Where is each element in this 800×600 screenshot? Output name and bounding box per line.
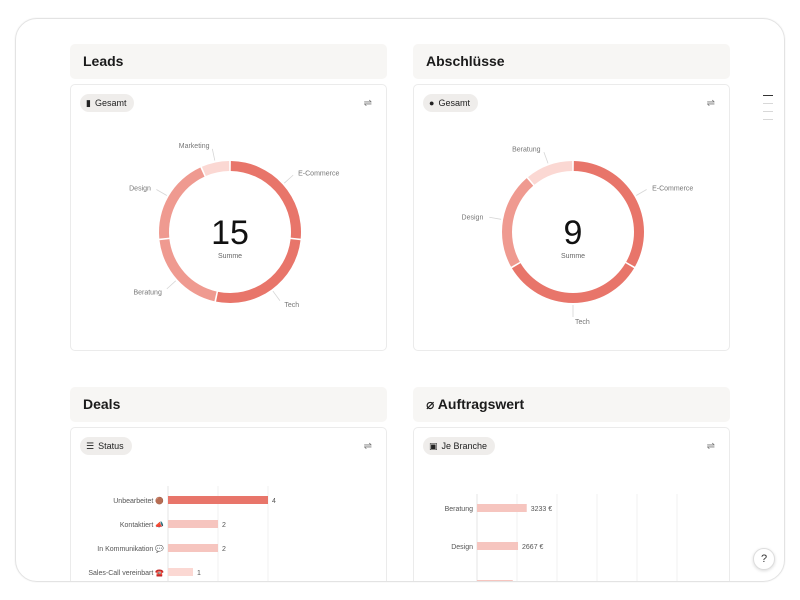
donut-center-label: Summe [218, 253, 242, 260]
leads-filter-pill[interactable]: ▮ Gesamt [80, 94, 135, 112]
donut-label-tech: Tech [575, 319, 590, 326]
help-button[interactable]: ? [753, 548, 775, 570]
user-icon: ● [429, 98, 435, 108]
bar-beratung[interactable] [477, 504, 527, 512]
donut-label-tech: Tech [284, 302, 299, 309]
donut-leader-beratung [166, 280, 177, 290]
stack-icon: ☰ [86, 441, 95, 451]
donut-leader-design [489, 216, 502, 220]
deals-filter-pill[interactable]: ☰ Status [80, 437, 132, 455]
donut-label-beratung: Beratung [512, 146, 541, 153]
bar-kontaktiert[interactable] [168, 520, 218, 528]
bar-label-kontaktiert: Kontaktiert 📣 [120, 520, 164, 529]
deals-card: ☰ Status ⇌ Unbearbeitet 🟤 4 Kontaktiert 📣 2… [70, 427, 387, 581]
abschluesse-card: ● Gesamt ⇌ E-Commerce Tech Design Beratung 9… [413, 84, 730, 351]
leads-title: Leads [70, 44, 387, 79]
section-scroll-indicator[interactable] [763, 95, 773, 127]
bar-value-design: 2667 € [522, 544, 544, 551]
donut-leader-e-commerce [283, 174, 294, 184]
bar-in-kommunikation[interactable] [168, 544, 218, 552]
auftragswert-title: ⌀ Auftragswert [413, 387, 730, 422]
donut-center-value: 9 [564, 214, 583, 252]
section-indicator-3[interactable] [763, 111, 773, 112]
bar-label-sales-call-vereinbart: Sales-Call vereinbart ☎️ [88, 569, 164, 577]
leads-settings-icon[interactable]: ⇌ [363, 98, 372, 109]
donut-leader-design [156, 189, 167, 196]
bar-value-kontaktiert: 2 [222, 522, 226, 529]
donut-slice-design[interactable] [159, 167, 205, 239]
abschluesse-settings-icon[interactable]: ⇌ [706, 98, 715, 109]
auftragswert-filter-label: Je Branche [441, 441, 488, 451]
deals-filter-label: Status [98, 441, 124, 451]
bar-sales-call-vereinbart[interactable] [168, 568, 193, 576]
bar-value-beratung: 3233 € [531, 506, 553, 513]
leads-filter-label: Gesamt [94, 98, 127, 108]
donut-leader-beratung [543, 151, 549, 164]
bar-label-in-kommunikation: In Kommunikation 💬 [97, 544, 164, 553]
abschluesse-filter-pill[interactable]: ● Gesamt [423, 94, 478, 112]
donut-slice-beratung[interactable] [528, 161, 573, 185]
section-indicator-4[interactable] [763, 119, 773, 120]
auftragswert-settings-icon[interactable]: ⇌ [706, 441, 715, 452]
donut-slice-e-commerce[interactable] [230, 161, 301, 239]
leads-card: ▮ Gesamt ⇌ E-Commerce Tech Beratung Design M… [70, 84, 387, 351]
donut-slice-tech[interactable] [511, 263, 635, 303]
abschluesse-title: Abschlüsse [413, 44, 730, 79]
donut-center-label: Summe [561, 253, 585, 260]
bar-value-unbearbeitet: 4 [272, 498, 276, 505]
bar-unbearbeitet[interactable] [168, 496, 268, 504]
auftragswert-filter-pill[interactable]: ▣ Je Branche [423, 437, 496, 455]
donut-slice-e-commerce[interactable] [573, 161, 644, 267]
donut-leader-tech [272, 290, 281, 302]
section-indicator-1[interactable] [763, 95, 773, 96]
bar-label-beratung: Beratung [445, 506, 474, 513]
bar-label-unbearbeitet: Unbearbeitet 🟤 [113, 496, 164, 505]
bar-value-in-kommunikation: 2 [222, 546, 226, 553]
donut-slice-design[interactable] [502, 178, 534, 267]
donut-label-e-commerce: E-Commerce [652, 186, 693, 193]
bar-label-design: Design [451, 544, 473, 551]
donut-label-marketing: Marketing [179, 143, 210, 150]
section-indicator-2[interactable] [763, 103, 773, 104]
donut-label-design: Design [462, 215, 484, 222]
leads-donut-chart: E-Commerce Tech Beratung Design Marketing 15S… [129, 143, 339, 309]
briefcase-icon: ▣ [429, 441, 438, 451]
bar-design[interactable] [477, 542, 519, 550]
auftragswert-bar-chart: Beratung 3233 €Design 2667 €E-Commerce 2325… [445, 494, 678, 582]
donut-label-beratung: Beratung [133, 290, 162, 297]
donut-center-value: 15 [211, 214, 249, 252]
deals-title: Deals [70, 387, 387, 422]
abschluesse-filter-label: Gesamt [438, 98, 470, 108]
deals-settings-icon[interactable]: ⇌ [363, 441, 372, 452]
donut-slice-beratung[interactable] [159, 239, 217, 302]
bar-e-commerce[interactable] [477, 580, 513, 582]
donut-leader-marketing [211, 148, 216, 161]
donut-label-e-commerce: E-Commerce [298, 170, 339, 177]
dashboard-frame: Leads ▮ Gesamt ⇌ E-Commerce Tech Beratung D… [15, 18, 785, 582]
donut-leader-e-commerce [636, 189, 647, 196]
contacts-icon: ▮ [86, 98, 91, 108]
donut-label-design: Design [129, 186, 151, 193]
deals-bar-chart: Unbearbeitet 🟤 4 Kontaktiert 📣 2 In Kommunik… [88, 486, 276, 581]
donut-slice-marketing[interactable] [201, 161, 230, 176]
auftragswert-card: ▣ Je Branche ⇌ Beratung 3233 € Design 2667 … [413, 427, 730, 582]
bar-value-sales-call-vereinbart: 1 [197, 570, 201, 577]
donut-slice-tech[interactable] [216, 239, 301, 303]
